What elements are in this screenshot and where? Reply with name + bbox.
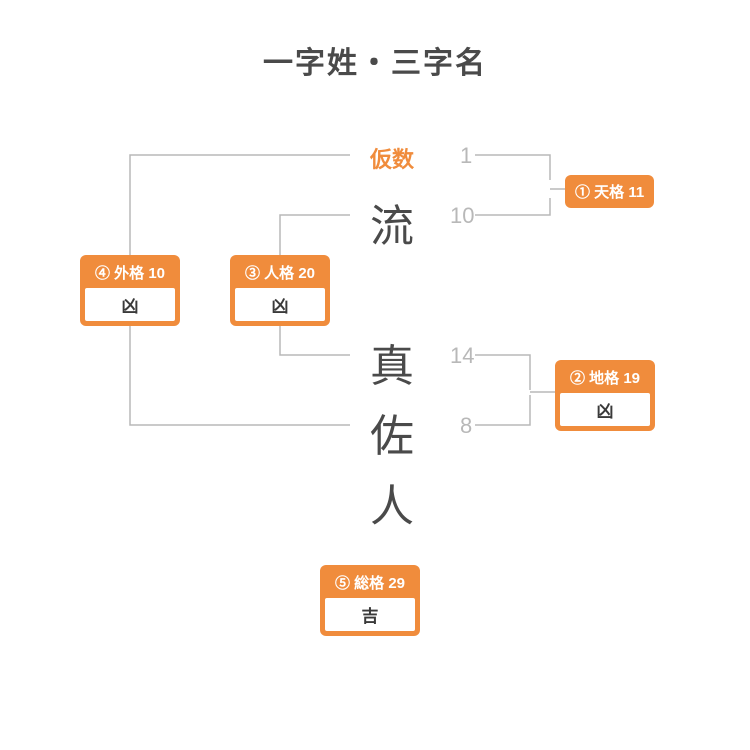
char-3: 佐: [370, 400, 414, 464]
soukaku-verdict: 吉: [325, 598, 415, 631]
char-4: 人: [370, 470, 414, 534]
tenkaku-label: ① 天格 11: [575, 184, 644, 201]
jinkaku-verdict: 凶: [235, 288, 325, 321]
jinkaku-box: ③ 人格 20 凶: [230, 255, 330, 326]
stroke-c2: 14: [450, 343, 474, 369]
gaikaku-label: ④ 外格 10: [85, 260, 175, 288]
chikaku-verdict: 凶: [560, 393, 650, 426]
jinkaku-label: ③ 人格 20: [235, 260, 325, 288]
stroke-kasu: 1: [460, 143, 472, 169]
gaikaku-box: ④ 外格 10 凶: [80, 255, 180, 326]
page-title: 一字姓・三字名: [0, 38, 750, 82]
kasu-label: 仮数: [370, 142, 414, 174]
chikaku-box: ② 地格 19 凶: [555, 360, 655, 431]
tenkaku-box: ① 天格 11: [565, 175, 654, 208]
stroke-c3: 8: [460, 413, 472, 439]
soukaku-label: ⑤ 総格 29: [325, 570, 415, 598]
char-1: 流: [370, 190, 414, 254]
soukaku-box: ⑤ 総格 29 吉: [320, 565, 420, 636]
stroke-c1: 10: [450, 203, 474, 229]
char-2: 真: [370, 330, 414, 394]
gaikaku-verdict: 凶: [85, 288, 175, 321]
chikaku-label: ② 地格 19: [560, 365, 650, 393]
